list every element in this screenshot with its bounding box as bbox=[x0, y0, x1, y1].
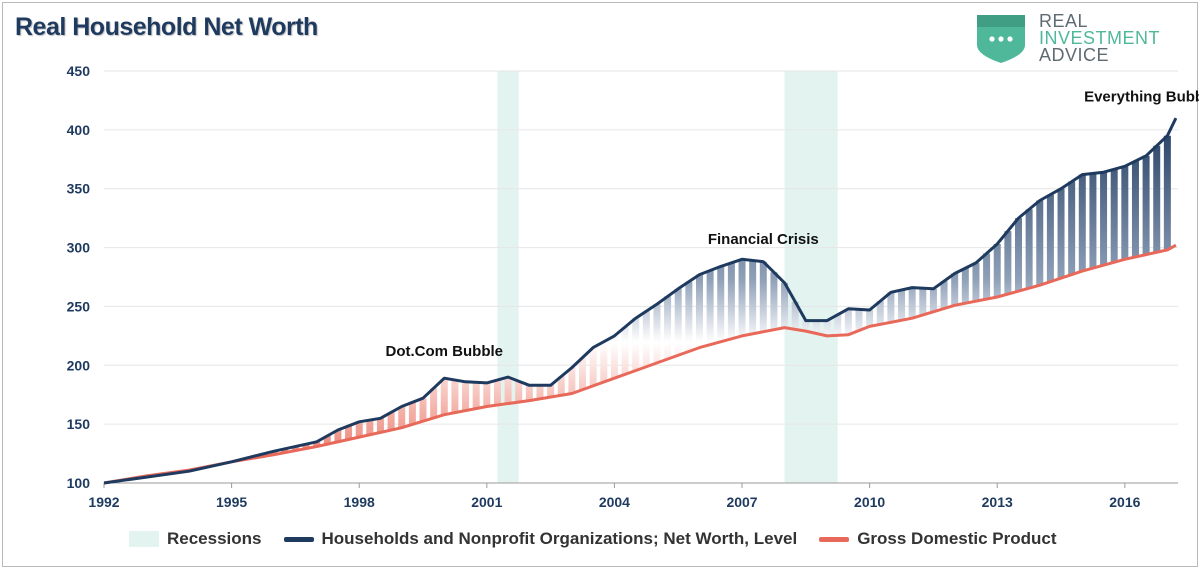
y-tick-label: 300 bbox=[67, 240, 91, 256]
x-tick-label: 1998 bbox=[344, 494, 375, 510]
series-line-gdp bbox=[103, 243, 1177, 485]
x-tick-label: 2007 bbox=[726, 494, 757, 510]
recession-band-1 bbox=[497, 71, 519, 483]
legend-item-recessions: Recessions bbox=[129, 529, 262, 549]
series-line-networth bbox=[103, 117, 1178, 485]
y-axis-ticks: 100 150 200 250 300 350 400 450 bbox=[67, 63, 91, 491]
legend-item-gdp: Gross Domestic Product bbox=[819, 529, 1057, 549]
networth-gdp-spread bbox=[238, 135, 1171, 461]
x-tick-label: 2016 bbox=[1109, 494, 1140, 510]
shield-icon bbox=[977, 15, 1025, 63]
annotation-label: Everything Bubble bbox=[1084, 89, 1199, 106]
y-tick-label: 100 bbox=[67, 475, 91, 491]
brand-line-3: ADVICE bbox=[1039, 45, 1110, 65]
y-tick-label: 250 bbox=[67, 298, 91, 314]
x-tick-label: 2013 bbox=[982, 494, 1013, 510]
legend-swatch-recessions bbox=[129, 531, 159, 547]
y-tick-label: 400 bbox=[67, 122, 91, 138]
x-tick-label: 2004 bbox=[599, 494, 630, 510]
legend-swatch-gdp bbox=[819, 536, 850, 542]
x-tick-label: 2010 bbox=[854, 494, 885, 510]
plot-area: 100 150 200 250 300 350 400 450 1992 1995 1998 200… bbox=[67, 63, 1199, 510]
x-tick-label: 2001 bbox=[471, 494, 502, 510]
annotations: Dot.Com Bubble Financial Crisis Everything… bbox=[386, 89, 1199, 360]
series-lines bbox=[103, 117, 1178, 485]
x-tick-label: 1995 bbox=[216, 494, 247, 510]
y-tick-label: 350 bbox=[67, 181, 91, 197]
x-tick-label: 1992 bbox=[88, 494, 119, 510]
legend-label-networth: Households and Nonprofit Organizations; … bbox=[321, 529, 798, 548]
legend-label-recessions: Recessions bbox=[167, 529, 262, 548]
brand-wordmark: REAL INVESTMENT ADVICE bbox=[1039, 11, 1161, 65]
legend-item-networth: Households and Nonprofit Organizations; … bbox=[283, 529, 798, 549]
x-axis-ticks: 1992 1995 1998 2001 2004 2007 2010 2013 2016 bbox=[88, 482, 1178, 510]
annotation-label: Dot.Com Bubble bbox=[386, 343, 504, 360]
recession-bands bbox=[497, 71, 838, 483]
y-tick-label: 200 bbox=[67, 357, 91, 373]
brand-line-2: INVESTMENT bbox=[1039, 28, 1161, 48]
legend-label-gdp: Gross Domestic Product bbox=[857, 529, 1057, 548]
brand-line-1: REAL bbox=[1039, 11, 1089, 31]
legend: Recessions Households and Nonprofit Orga… bbox=[129, 527, 1079, 551]
chart-title: Real Household Net Worth bbox=[15, 13, 318, 41]
recession-band-2 bbox=[784, 71, 838, 483]
brand-logo: REAL INVESTMENT ADVICE bbox=[973, 11, 1193, 67]
annotation-label: Financial Crisis bbox=[708, 231, 819, 248]
y-tick-label: 150 bbox=[67, 416, 91, 432]
legend-swatch-networth bbox=[283, 536, 314, 542]
y-tick-label: 450 bbox=[67, 63, 91, 79]
